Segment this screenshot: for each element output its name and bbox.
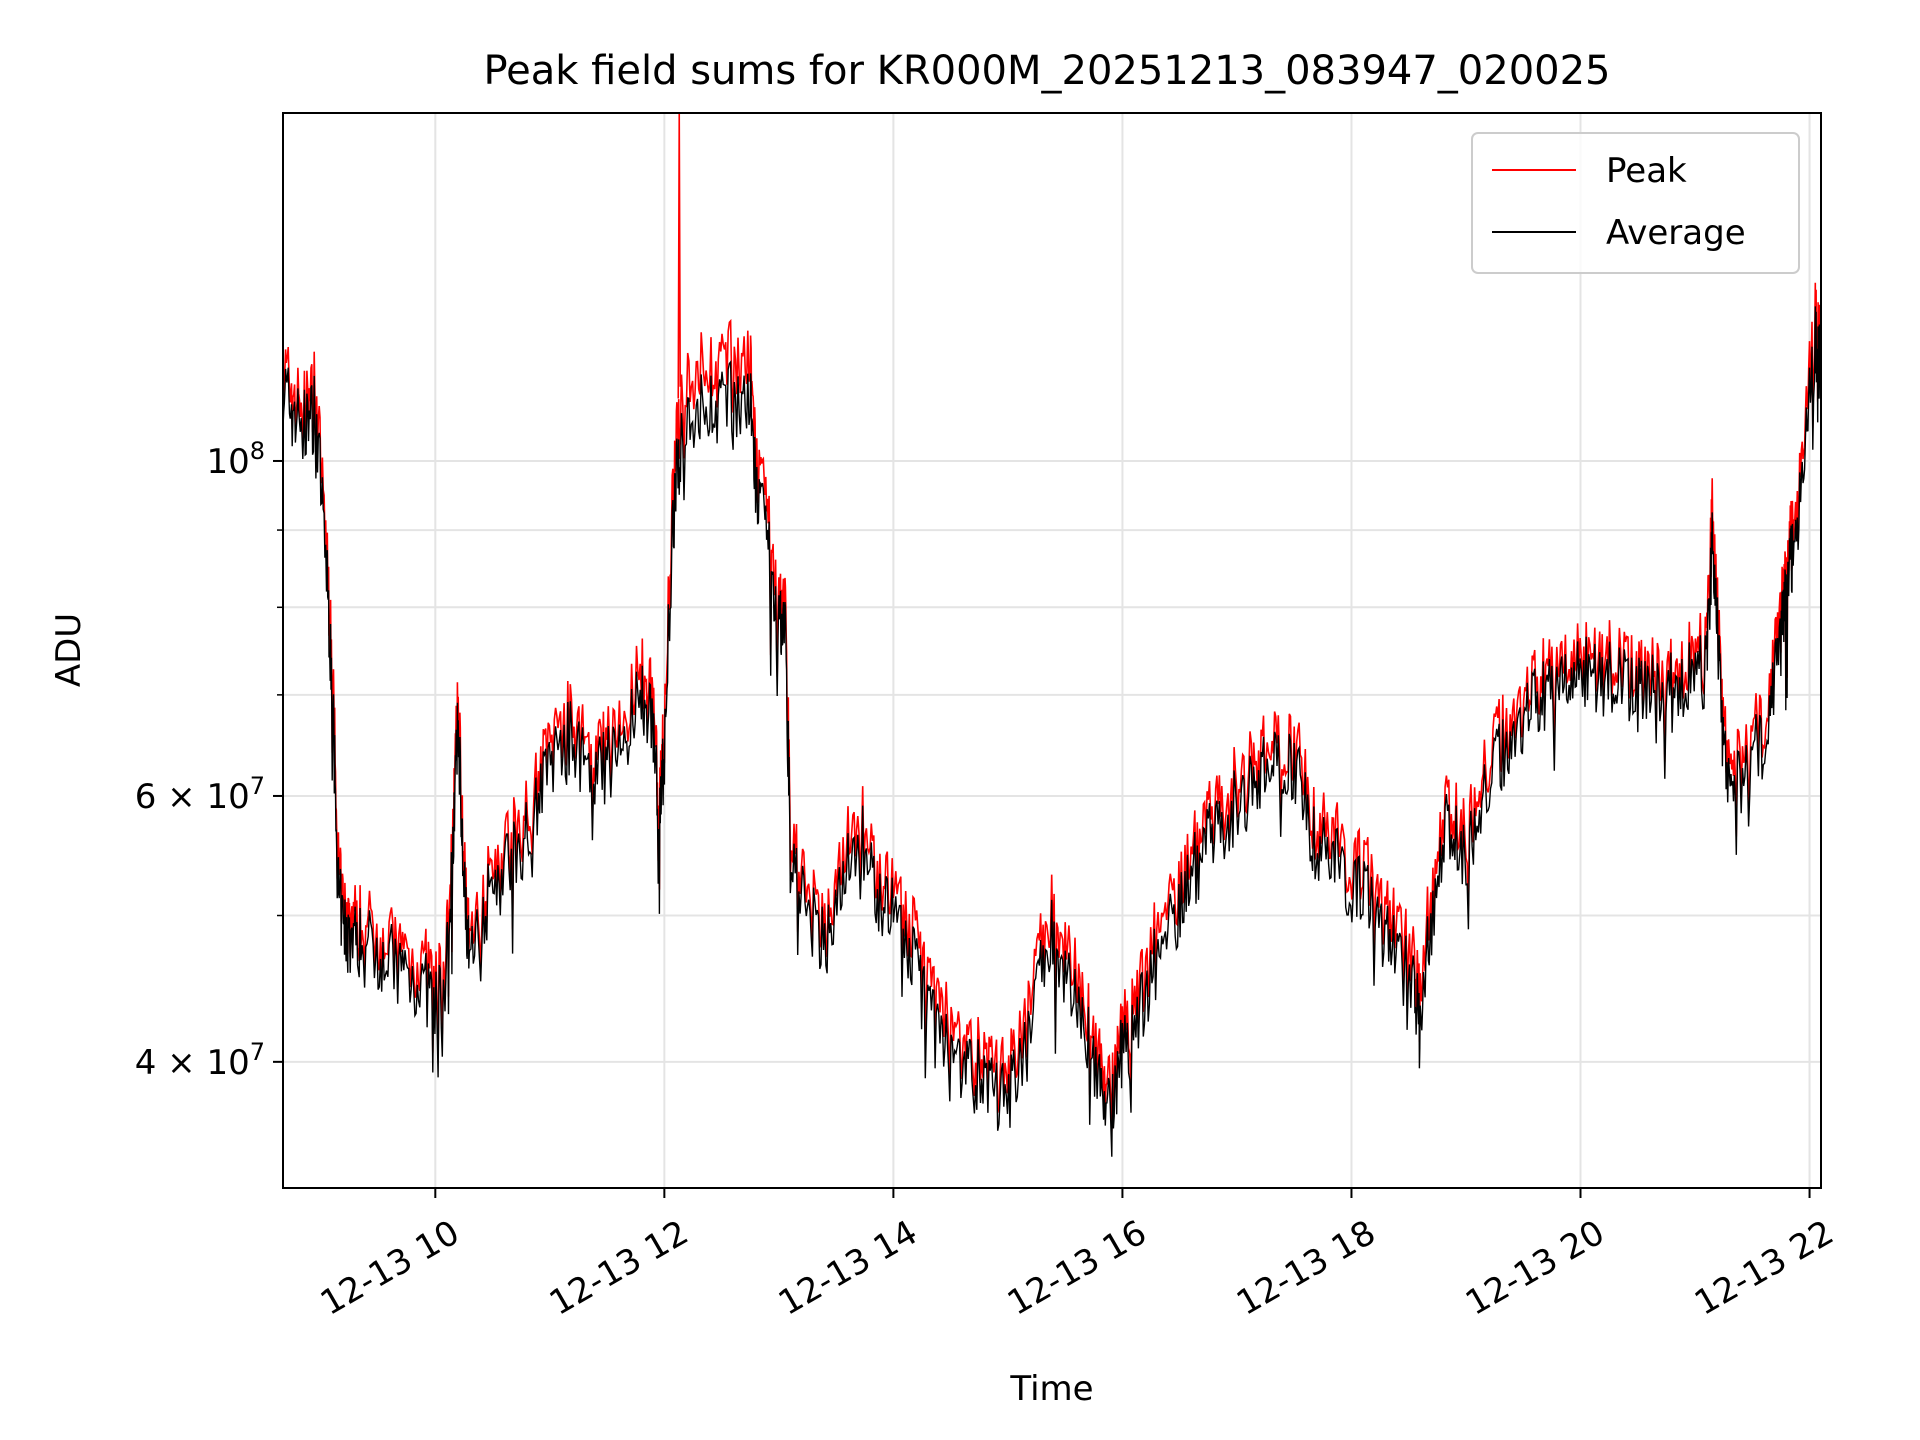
y-tick-label: 108 — [206, 437, 265, 482]
chart-title: Peak field sums for KR000M_20251213_0839… — [483, 48, 1610, 94]
y-tick-label: 6 × 107 — [135, 772, 265, 817]
series-line-average — [282, 306, 1822, 1157]
plot-frame — [282, 112, 1822, 1189]
x-tick-marks — [434, 1188, 1811, 1198]
y-tick-label: 4 × 107 — [135, 1038, 265, 1083]
legend-label-peak: Peak — [1606, 151, 1687, 191]
legend-box — [1471, 132, 1800, 274]
x-axis-label: Time — [1009, 1369, 1093, 1409]
legend-label-average: Average — [1606, 213, 1746, 253]
y-axis-label: ADU — [49, 613, 89, 687]
legend: Peak Average — [1471, 132, 1800, 274]
